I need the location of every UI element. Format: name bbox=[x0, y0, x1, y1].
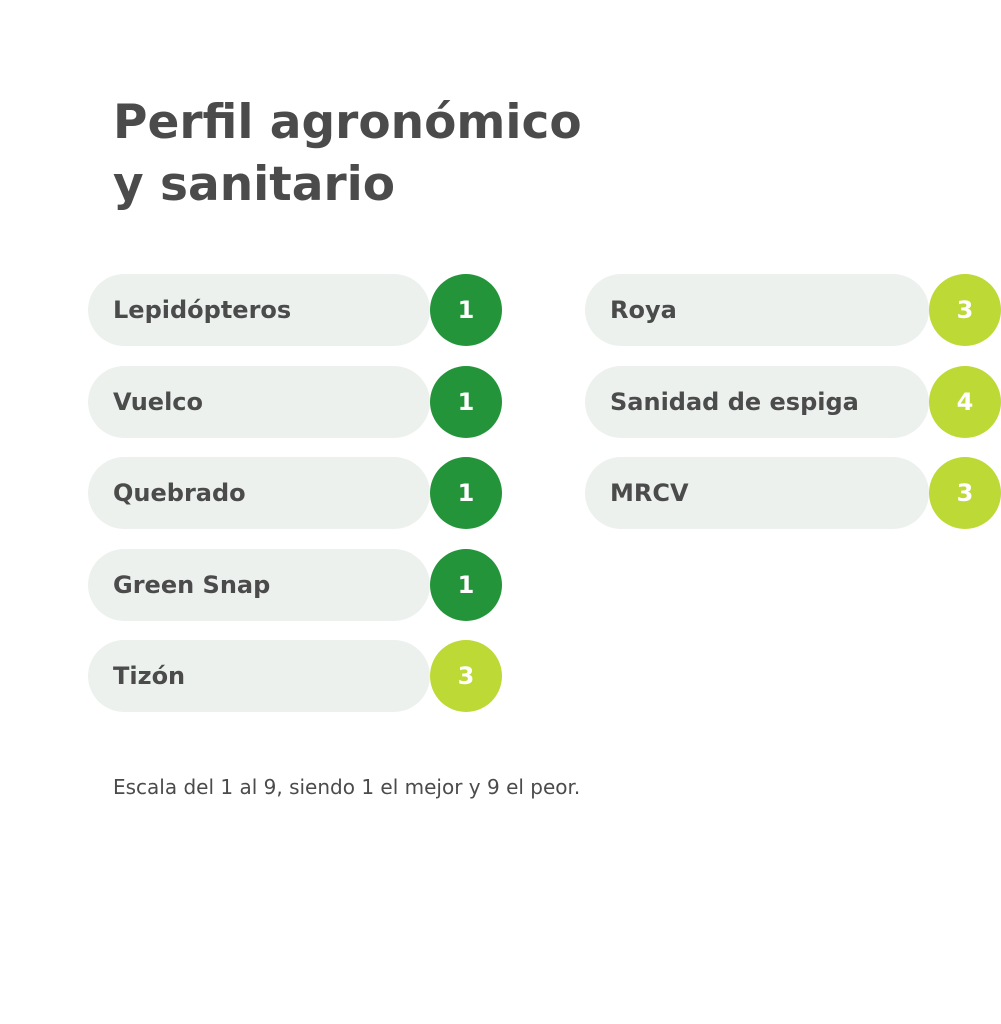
trait-label: Sanidad de espiga bbox=[610, 387, 859, 416]
trait-label: Quebrado bbox=[113, 479, 246, 507]
trait-row: Vuelco 1 bbox=[88, 365, 508, 438]
trait-label-pill: Roya bbox=[585, 274, 929, 346]
title-line-1: Perfil agronómico bbox=[113, 95, 582, 150]
trait-row: Roya 3 bbox=[585, 274, 1001, 346]
trait-score-badge: 3 bbox=[929, 274, 1001, 346]
trait-row: Lepidópteros 1 bbox=[88, 274, 508, 346]
title-line-2: y sanitario bbox=[113, 157, 396, 212]
traits-list-left: Lepidópteros 1 Vuelco 1 Quebrado 1 Green… bbox=[88, 274, 508, 732]
trait-label: MRCV bbox=[610, 479, 689, 507]
trait-row: Sanidad de espiga 4 bbox=[585, 365, 1001, 438]
traits-list-right: Roya 3 Sanidad de espiga 4 MRCV 3 bbox=[585, 274, 1001, 549]
trait-label-pill: Sanidad de espiga bbox=[585, 365, 929, 438]
trait-label: Roya bbox=[610, 296, 677, 324]
trait-label-pill: Quebrado bbox=[88, 457, 430, 529]
trait-score-badge: 3 bbox=[430, 640, 502, 712]
trait-row: Quebrado 1 bbox=[88, 457, 508, 529]
trait-score-badge: 1 bbox=[430, 457, 502, 529]
trait-label-pill: Green Snap bbox=[88, 548, 430, 621]
trait-label: Tizón bbox=[113, 662, 186, 690]
trait-score-badge: 1 bbox=[430, 365, 502, 438]
trait-label: Green Snap bbox=[113, 570, 271, 599]
scale-footnote: Escala del 1 al 9, siendo 1 el mejor y 9… bbox=[113, 775, 581, 799]
trait-label: Vuelco bbox=[113, 387, 204, 416]
page-title: Perfil agronómico y sanitario bbox=[113, 92, 673, 216]
trait-label-pill: Tizón bbox=[88, 640, 430, 712]
trait-score-badge: 1 bbox=[430, 548, 502, 621]
trait-score-badge: 4 bbox=[929, 365, 1001, 438]
trait-label-pill: Lepidópteros bbox=[88, 274, 430, 346]
trait-score-badge: 3 bbox=[929, 457, 1001, 529]
trait-label-pill: Vuelco bbox=[88, 365, 430, 438]
trait-row: Green Snap 1 bbox=[88, 548, 508, 621]
trait-label: Lepidópteros bbox=[113, 296, 292, 324]
trait-row: Tizón 3 bbox=[88, 640, 508, 712]
trait-label-pill: MRCV bbox=[585, 457, 929, 529]
trait-row: MRCV 3 bbox=[585, 457, 1001, 529]
trait-score-badge: 1 bbox=[430, 274, 502, 346]
